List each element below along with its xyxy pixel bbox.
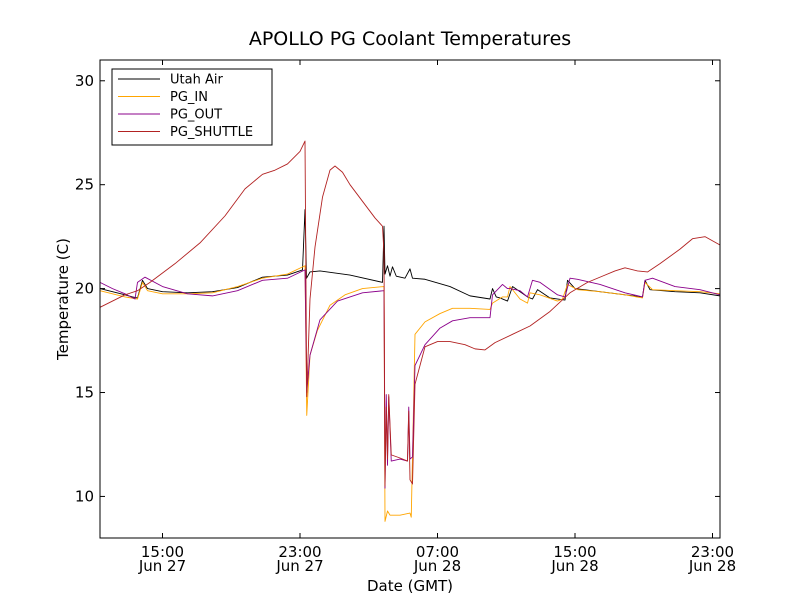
y-tick-label: 15	[75, 384, 94, 402]
y-tick-label: 25	[75, 176, 94, 194]
x-axis-label: Date (GMT)	[367, 577, 453, 595]
x-tick-label-time: 23:00	[691, 543, 734, 561]
legend-box	[111, 68, 273, 146]
legend-label: Utah Air	[170, 73, 223, 88]
x-tick-label-time: 15:00	[553, 543, 596, 561]
series-line-pg-shuttle	[99, 140, 721, 487]
chart-title: APOLLO PG Coolant Temperatures	[249, 28, 571, 50]
y-tick-label: 10	[75, 487, 94, 505]
x-tick-label-date: Jun 28	[550, 557, 598, 575]
legend: Utah Air PG_IN PG_OUT PG_SHUTTLE	[111, 68, 273, 146]
series-layer	[99, 140, 721, 522]
x-tick-label-time: 15:00	[141, 543, 184, 561]
legend-label: PG_SHUTTLE	[170, 125, 253, 140]
series-line-utah-air	[99, 209, 721, 302]
x-tick-label-date: Jun 28	[413, 557, 461, 575]
legend-label: PG_OUT	[170, 108, 222, 123]
y-tick-label: 20	[75, 280, 94, 298]
series-line-pg-in	[99, 265, 721, 522]
x-tick-label-time: 07:00	[416, 543, 459, 561]
legend-label: PG_IN	[170, 90, 208, 105]
x-tick-label-date: Jun 27	[275, 557, 323, 575]
x-tick-label-time: 23:00	[278, 543, 321, 561]
x-tick-label-date: Jun 27	[138, 557, 186, 575]
y-tick-label: 30	[75, 72, 94, 90]
plot-frame	[99, 59, 721, 539]
x-tick-label-date: Jun 28	[688, 557, 736, 575]
y-axis-label: Temperature (C)	[54, 238, 72, 361]
